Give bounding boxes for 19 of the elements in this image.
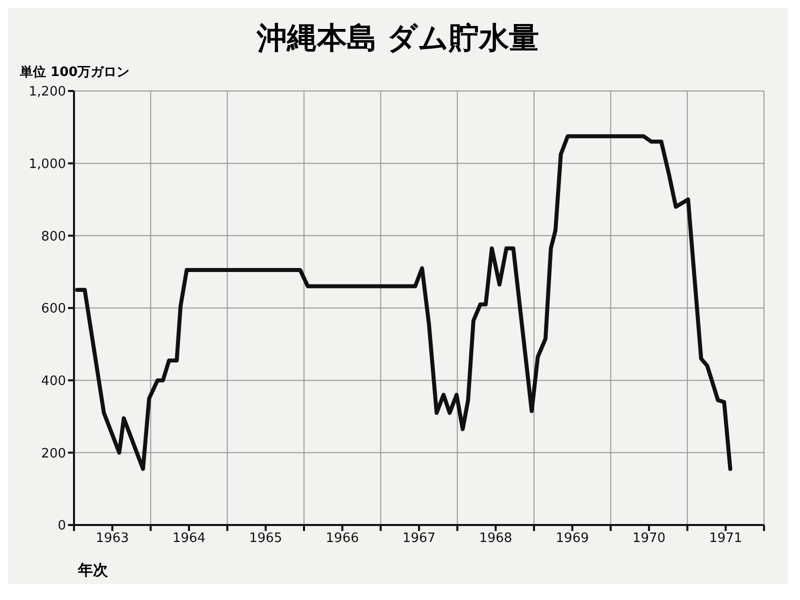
- x-tick-label: 1970: [632, 531, 666, 546]
- x-tick-label: 1967: [402, 531, 436, 546]
- y-tick-label: 600: [41, 302, 66, 317]
- y-tick-label: 1,200: [28, 84, 66, 100]
- x-tick-label: 1963: [96, 531, 129, 546]
- chart-title: 沖縄本島 ダム貯水量: [256, 20, 540, 58]
- y-tick-label: 400: [41, 374, 66, 389]
- x-tick-label: 1966: [326, 531, 359, 546]
- y-tick-label: 200: [41, 446, 66, 462]
- y-tick-label: 1,000: [28, 156, 66, 172]
- y-tick-label: 800: [41, 229, 66, 244]
- x-tick-label: 1968: [479, 531, 512, 546]
- y-tick-label: 0: [58, 518, 66, 534]
- x-axis-title: 年次: [76, 561, 109, 580]
- x-tick-label: 1971: [709, 531, 742, 546]
- x-tick-label: 1964: [172, 531, 206, 546]
- x-tick-label: 1969: [556, 531, 589, 546]
- y-axis-title: 単位 100万ガロン: [19, 64, 131, 81]
- x-tick-label: 1965: [249, 531, 282, 546]
